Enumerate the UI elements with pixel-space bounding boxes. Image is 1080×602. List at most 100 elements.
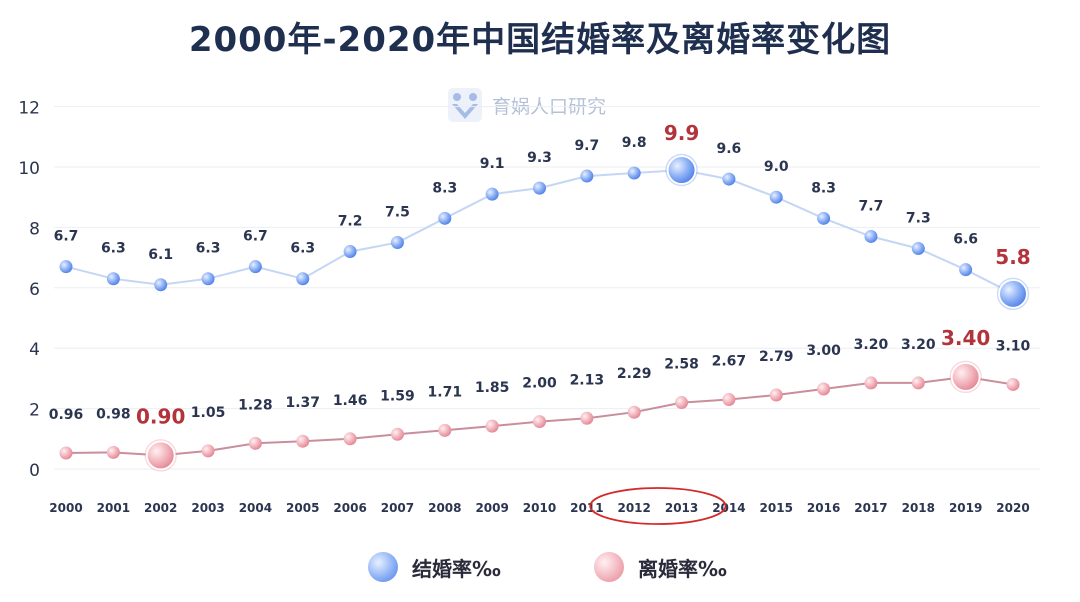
data-label: 0.96	[49, 407, 84, 423]
data-label: 6.6	[953, 232, 978, 248]
data-label: 9.0	[764, 159, 789, 175]
data-point	[106, 445, 120, 459]
data-point-highlight	[998, 278, 1028, 309]
data-label: 6.7	[54, 229, 79, 245]
data-label: 1.28	[238, 397, 273, 413]
series-divorce: 0.96 0.98 0.90 1.05 1.28 1.37 1.46 1.59 1.71 1.85…	[49, 326, 1031, 472]
series-marriage: 6.7 6.3 6.1 6.3 6.7 6.3 7.2 7.5 8.3 9.1 9.3 9.7 9.8 9…	[54, 121, 1031, 311]
x-tick-label: 2014	[712, 501, 745, 515]
data-label: 1.71	[428, 384, 463, 400]
data-point	[343, 245, 357, 259]
data-label: 2.13	[570, 372, 605, 388]
y-tick-label: 0	[29, 461, 40, 481]
data-label: 9.8	[622, 135, 647, 151]
data-label: 1.05	[191, 405, 226, 421]
x-tick-label: 2004	[239, 501, 272, 515]
data-point	[438, 211, 452, 225]
x-tick-label: 2000	[49, 501, 82, 515]
data-point	[1006, 377, 1020, 391]
data-point	[201, 272, 215, 286]
y-tick-label: 6	[29, 280, 40, 300]
legend-divorce-label: 离婚率‰	[638, 556, 727, 581]
data-label: 6.3	[290, 241, 315, 257]
data-label: 0.98	[96, 406, 131, 422]
data-point	[580, 411, 594, 425]
x-tick-label: 2001	[97, 501, 130, 515]
x-tick-label: 2016	[807, 501, 840, 515]
data-label: 2.29	[617, 366, 652, 382]
data-point	[106, 272, 120, 286]
data-point	[533, 415, 546, 429]
data-point	[911, 376, 925, 390]
data-point-highlight	[666, 155, 697, 186]
data-label: 3.10	[996, 338, 1031, 354]
data-point	[154, 278, 168, 292]
y-tick-label: 2	[29, 401, 40, 421]
data-point	[627, 405, 641, 419]
data-label: 1.59	[380, 388, 415, 404]
data-label: 9.9	[664, 121, 699, 145]
data-point	[722, 393, 736, 407]
data-point	[296, 434, 310, 448]
data-point	[864, 229, 878, 243]
data-point	[390, 427, 404, 441]
x-tick-label: 2008	[428, 501, 461, 515]
legend-divorce-dot	[594, 552, 624, 582]
data-point	[201, 444, 215, 458]
data-point-highlight	[950, 361, 981, 392]
x-tick-label: 2019	[949, 501, 982, 515]
data-point	[343, 432, 357, 446]
annotations	[589, 487, 727, 525]
data-point	[533, 181, 546, 195]
x-tick-label: 2012	[617, 501, 650, 515]
data-point-halo	[949, 360, 982, 394]
data-label: 3.20	[901, 337, 936, 353]
data-label: 1.85	[475, 380, 510, 396]
data-point-halo	[144, 439, 177, 472]
data-label: 9.7	[574, 138, 599, 154]
legend-item-divorce: 离婚率‰	[594, 552, 727, 582]
data-label: 8.3	[432, 180, 457, 196]
data-point	[675, 396, 689, 410]
data-point	[438, 423, 452, 437]
data-label: 9.6	[716, 141, 741, 157]
data-point	[485, 419, 499, 433]
x-tick-label: 2007	[381, 501, 414, 515]
x-tick-label: 2015	[760, 501, 793, 515]
data-label: 6.3	[101, 241, 126, 257]
data-point	[59, 260, 73, 274]
y-tick-label: 10	[18, 159, 40, 179]
data-label: 7.7	[859, 198, 884, 214]
data-label: 9.3	[527, 150, 552, 166]
x-tick-label: 2018	[902, 501, 935, 515]
data-label: 3.40	[941, 326, 990, 350]
data-point	[959, 263, 973, 277]
chart-title: 2000年-2020年中国结婚率及离婚率变化图	[188, 20, 892, 60]
series: 6.7 6.3 6.1 6.3 6.7 6.3 7.2 7.5 8.3 9.1 9.3 9.7 9.8 9…	[49, 121, 1031, 472]
x-tick-label: 2005	[286, 501, 319, 515]
data-label: 3.00	[806, 343, 841, 359]
data-point	[769, 388, 783, 402]
data-point	[911, 242, 925, 256]
x-tick-label: 2009	[475, 501, 508, 515]
data-label: 6.7	[243, 229, 268, 245]
data-point	[769, 190, 783, 204]
data-label: 2.00	[522, 376, 557, 392]
data-label: 1.37	[285, 395, 320, 411]
legend-marriage-dot	[368, 552, 398, 582]
x-axis: 2000 2001 2002 2003 2004 2005 2006 2007 2008 2009…	[49, 501, 1029, 515]
data-point	[817, 382, 831, 396]
data-point	[485, 187, 499, 201]
data-point-highlight	[145, 440, 176, 471]
x-tick-label: 2017	[854, 501, 887, 515]
watermark-logo-icon	[448, 88, 482, 122]
x-tick-label: 2003	[191, 501, 224, 515]
data-point	[627, 166, 641, 180]
x-tick-label: 2013	[665, 501, 698, 515]
gridlines	[54, 106, 1040, 470]
data-label: 2.67	[712, 354, 747, 370]
data-point	[59, 446, 73, 460]
x-tick-label: 2011	[570, 501, 603, 515]
data-point	[580, 169, 594, 183]
data-label: 3.20	[854, 337, 889, 353]
